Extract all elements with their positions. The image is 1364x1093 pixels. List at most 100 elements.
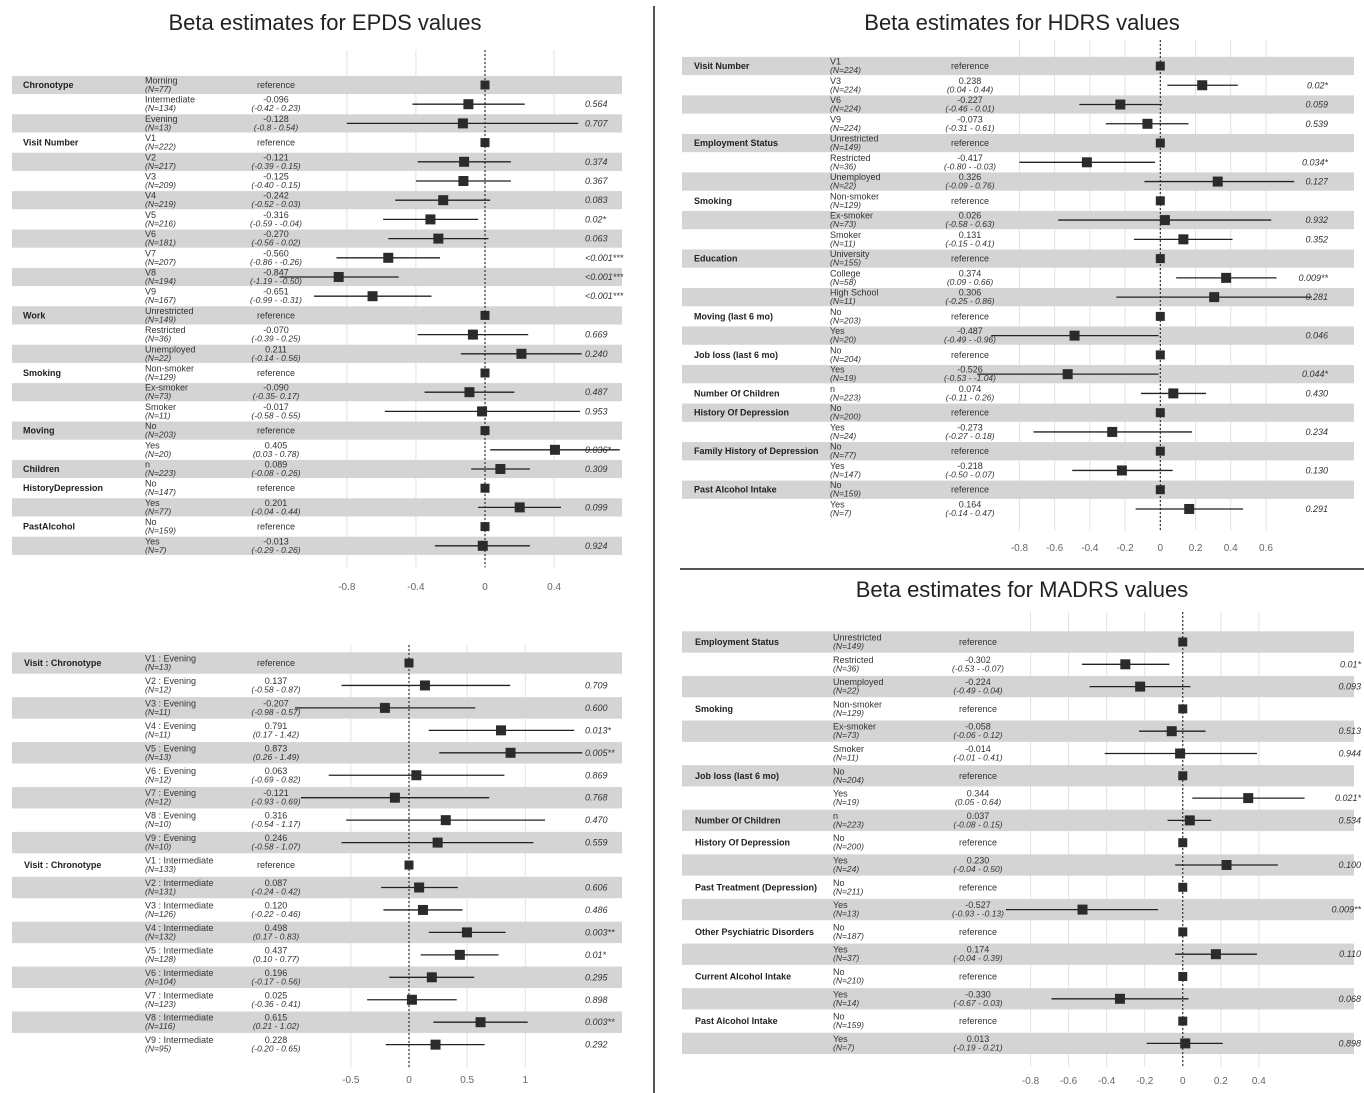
hdrs-x-tick-label: -0.4 [1081,543,1099,554]
interaction-group-label: Visit : Chronotype [24,860,101,870]
madrs-reference-label: reference [959,882,997,892]
hdrs-level-label: No [830,307,842,317]
interaction-row-band [12,921,622,944]
epds-plot-svg: Chronotype Morning(N=77) referenceIntermed… [12,50,624,593]
madrs-row-band [682,943,1354,965]
interaction-point-estimate [404,658,414,668]
epds-estimate-label: -0.125 [263,172,289,182]
epds-row-band [12,344,622,363]
madrs-p-value: 0.021* [1335,793,1362,803]
madrs-p-value: 0.944 [1338,749,1361,759]
interaction-level-label: V7 : Intermediate [145,990,214,1000]
epds-point-estimate [480,310,490,320]
epds-group-label: PastAlcohol [23,522,75,532]
interaction-estimate-label: 0.615 [265,1013,288,1023]
hdrs-point-estimate [1155,61,1165,71]
interaction-row-band [12,876,622,899]
epds-n-label: (N=73) [145,391,171,401]
epds-row-band [12,306,622,325]
epds-group-label: Moving [23,426,55,436]
madrs-forest-plot: Beta estimates for MADRS values Employme… [680,572,1364,1093]
interaction-p-value: 0.709 [585,680,608,690]
hdrs-level-label: Unemployed [830,172,881,182]
interaction-estimate-label: 0.873 [265,743,288,753]
interaction-forest-plot: Visit : Chronotype V1 : Evening (N=13) refe… [0,640,650,1093]
epds-ci-label: (-0.14 - 0.56) [251,353,300,363]
epds-level-label: Yes [145,536,160,546]
epds-estimate-label: -0.242 [263,191,289,201]
epds-n-label: (N=20) [145,449,171,459]
epds-row-band [12,383,622,402]
interaction-point-estimate [430,1039,441,1050]
epds-x-tick-label: 0.4 [547,582,561,593]
hdrs-point-estimate [1155,408,1165,418]
interaction-ci-label: (-0.58 - 0.87) [251,684,300,694]
epds-level-label: No [145,517,157,527]
epds-n-label: (N=134) [145,103,176,113]
madrs-row-band [682,765,1354,787]
madrs-row-band [682,854,1354,876]
epds-n-label: (N=7) [145,545,167,555]
epds-level-label: V8 [145,268,156,278]
hdrs-level-label: Ex-smoker [830,211,873,221]
hdrs-ci-label: (-0.31 - 0.61) [945,123,994,133]
interaction-estimate-label: 0.437 [265,945,288,955]
hdrs-estimate-label: 0.026 [959,211,982,221]
madrs-point-estimate [1178,637,1188,647]
hdrs-ci-label: (-0.80 - -0.03) [944,161,996,171]
epds-estimate-label: -0.096 [263,95,289,105]
epds-n-label: (N=223) [145,468,176,478]
hdrs-n-label: (N=11) [830,296,856,306]
madrs-n-label: (N=129) [833,708,864,718]
madrs-ci-label: (-0.04 - 0.50) [953,864,1002,874]
interaction-ci-label: (-0.98 - 0.57) [251,707,300,717]
hdrs-level-label: Unrestricted [830,134,879,144]
madrs-level-label: Ex-smoker [833,722,876,732]
interaction-p-value: 0.01* [585,950,607,960]
interaction-group-label: Visit : Chronotype [24,658,101,668]
interaction-estimate-label: 0.196 [265,968,288,978]
epds-ci-label: (0.03 - 0.78) [253,449,299,459]
madrs-reference-label: reference [959,771,997,781]
hdrs-point-estimate [1155,254,1165,264]
interaction-level-label: V7 : Evening [145,788,196,798]
epds-group-label: HistoryDepression [23,483,103,493]
hdrs-estimate-label: -0.073 [957,114,983,124]
madrs-row-band [682,675,1354,698]
madrs-n-label: (N=11) [833,753,859,763]
hdrs-reference-label: reference [951,311,989,321]
epds-level-label: Non-smoker [145,364,194,374]
epds-point-estimate [457,118,468,129]
madrs-level-label: No [833,1012,845,1022]
hdrs-ci-label: (0.09 - 0.66) [947,277,993,287]
madrs-point-estimate [1077,904,1088,915]
interaction-row-band [12,742,622,764]
interaction-level-label: V6 : Evening [145,766,196,776]
epds-n-label: (N=216) [145,218,176,228]
madrs-group-label: Other Psychiatric Disorders [695,927,814,937]
hdrs-n-label: (N=224) [830,84,861,94]
interaction-x-tick-label: -0.5 [342,1075,360,1086]
hdrs-level-label: Smoker [830,230,861,240]
madrs-n-label: (N=159) [833,1020,864,1030]
madrs-point-estimate [1178,972,1188,981]
epds-level-label: Morning [145,76,178,86]
madrs-row-band [682,720,1354,742]
madrs-ci-label: (0.05 - 0.64) [955,797,1001,807]
interaction-p-value: 0.898 [585,995,608,1005]
hdrs-reference-label: reference [951,254,989,264]
hdrs-estimate-label: 0.164 [959,499,982,509]
epds-level-label: n [145,460,150,470]
epds-p-value: 0.374 [585,157,608,167]
interaction-n-label: (N=12) [145,774,171,784]
madrs-level-label: Smoker [833,744,864,754]
interaction-point-estimate [440,815,451,826]
epds-ci-label: (-0.39 - 0.25) [251,334,300,344]
hdrs-level-label: High School [830,288,879,298]
epds-point-estimate [477,406,488,417]
epds-ci-label: (-0.86 - -0.26) [250,257,302,267]
interaction-x-tick-label: 1 [523,1075,529,1086]
interaction-p-value: 0.768 [585,793,608,803]
epds-level-label: Smoker [145,402,176,412]
interaction-p-value: 0.003** [585,1017,615,1027]
